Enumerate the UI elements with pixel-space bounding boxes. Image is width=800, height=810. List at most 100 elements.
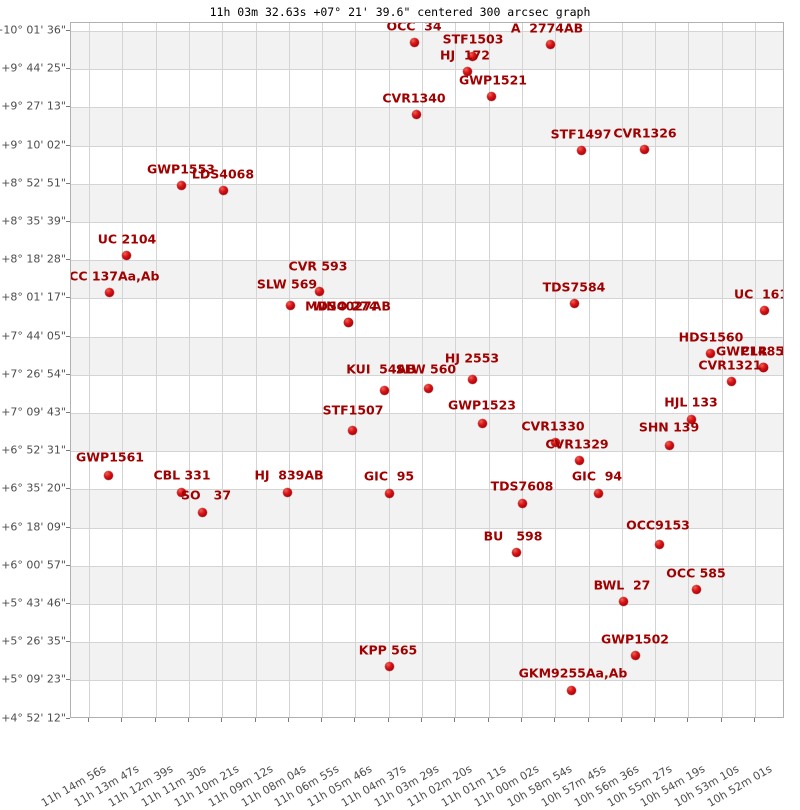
gridline-horizontal	[71, 413, 783, 414]
y-axis-tick-label: +6° 52' 31"	[1, 443, 66, 457]
star-label: GWP1553	[147, 161, 215, 177]
star-marker[interactable]	[409, 37, 419, 47]
x-axis-tick-mark	[754, 718, 755, 722]
star-marker[interactable]	[758, 362, 768, 372]
star-marker[interactable]	[576, 145, 586, 155]
gridline-vertical	[89, 23, 90, 717]
plot-area[interactable]: OCC 34 A 2774AB STF1503 HJ 172 GWP1521 CVR134…	[70, 22, 784, 718]
x-axis-tick-mark	[221, 718, 223, 722]
star-marker[interactable]	[467, 374, 477, 384]
y-axis-tick-mark	[66, 335, 70, 337]
gridline-horizontal	[71, 489, 783, 491]
x-axis-tick-mark	[554, 718, 556, 722]
star-marker[interactable]	[593, 488, 603, 498]
star-marker[interactable]	[176, 180, 186, 190]
star-marker[interactable]	[467, 51, 477, 61]
star-label: TDS7608	[490, 478, 554, 494]
star-marker[interactable]	[569, 298, 579, 308]
star-label: OCC 585	[666, 565, 726, 581]
star-label: BWL 27	[593, 577, 651, 593]
star-marker[interactable]	[462, 66, 472, 76]
star-marker[interactable]	[347, 425, 357, 435]
star-marker[interactable]	[282, 487, 292, 497]
star-marker[interactable]	[664, 440, 674, 450]
star-marker[interactable]	[486, 91, 496, 101]
star-label: OCC 34	[386, 22, 442, 34]
star-marker[interactable]	[343, 317, 353, 327]
star-marker[interactable]	[176, 487, 186, 497]
star-marker[interactable]	[517, 498, 527, 508]
star-label: CVR1321	[698, 357, 762, 373]
star-marker[interactable]	[379, 385, 389, 395]
star-marker[interactable]	[384, 488, 394, 498]
star-marker[interactable]	[550, 437, 560, 447]
gridline-horizontal	[71, 31, 783, 32]
gridline-vertical	[422, 23, 423, 717]
gridline-vertical	[488, 23, 490, 717]
star-label: GIC 95	[363, 468, 415, 484]
star-marker[interactable]	[759, 305, 769, 315]
star-marker[interactable]	[121, 250, 131, 260]
star-label: CLR 5	[740, 343, 783, 359]
star-marker[interactable]	[103, 470, 113, 480]
star-marker[interactable]	[691, 584, 701, 594]
gridline-horizontal	[71, 565, 783, 567]
x-axis-tick-mark	[487, 718, 489, 722]
star-label: SLW 560	[395, 361, 457, 377]
y-axis-tick-label: +8° 01' 17"	[1, 290, 66, 304]
y-axis-tick-mark	[66, 259, 70, 261]
star-marker[interactable]	[630, 650, 640, 660]
grid-band	[71, 642, 783, 681]
gridline-vertical	[655, 23, 657, 717]
y-axis-tick-mark	[66, 717, 70, 719]
y-axis-tick-mark	[66, 106, 70, 108]
y-axis-tick-label: +7° 09' 43"	[1, 405, 66, 419]
gridline-horizontal	[71, 69, 783, 71]
star-marker[interactable]	[705, 348, 715, 358]
star-marker[interactable]	[545, 39, 555, 49]
star-marker[interactable]	[566, 685, 576, 695]
x-axis-tick-mark	[354, 718, 356, 722]
gridline-vertical	[588, 23, 590, 717]
y-axis-tick-label: +4° 52' 12"	[1, 711, 66, 725]
y-axis-tick-label: +8° 35' 39"	[1, 214, 66, 228]
star-label: OCC 137Aa,Ab	[70, 268, 160, 284]
star-label: LDS4068	[191, 166, 255, 182]
gridline-horizontal	[71, 336, 783, 338]
gridline-vertical	[621, 23, 623, 717]
star-label: HJ 2553	[444, 350, 500, 366]
star-label: HDS1560	[678, 329, 744, 345]
star-marker[interactable]	[618, 596, 628, 606]
star-label: KPP 565	[358, 642, 418, 658]
star-marker[interactable]	[314, 286, 324, 296]
star-label: UC 161	[733, 286, 784, 302]
gridline-vertical	[122, 23, 124, 717]
y-axis-tick-mark	[66, 297, 70, 299]
star-marker[interactable]	[423, 383, 433, 393]
star-marker[interactable]	[384, 661, 394, 671]
gridline-horizontal	[71, 527, 783, 529]
y-axis-tick-mark	[66, 144, 70, 146]
y-axis-tick-label: +6° 18' 09"	[1, 520, 66, 534]
star-label: BU 598	[483, 528, 543, 544]
y-axis-tick-label: +5° 09' 23"	[1, 672, 66, 686]
star-marker[interactable]	[511, 547, 521, 557]
y-axis-tick-label: +5° 26' 35"	[1, 634, 66, 648]
x-axis-tick-mark	[687, 718, 689, 722]
star-marker[interactable]	[285, 300, 295, 310]
star-marker[interactable]	[104, 287, 114, 297]
star-label: UC 2104	[97, 231, 157, 247]
star-marker[interactable]	[686, 414, 696, 424]
star-marker[interactable]	[218, 185, 228, 195]
star-marker[interactable]	[726, 376, 736, 386]
star-marker[interactable]	[477, 418, 487, 428]
star-marker[interactable]	[574, 455, 584, 465]
star-marker[interactable]	[639, 144, 649, 154]
star-label: GWP1523	[448, 397, 516, 413]
star-marker[interactable]	[411, 109, 421, 119]
star-marker[interactable]	[197, 507, 207, 517]
star-label: A 2774AB	[510, 22, 584, 36]
star-marker[interactable]	[654, 539, 664, 549]
x-axis-tick-mark	[720, 718, 722, 722]
